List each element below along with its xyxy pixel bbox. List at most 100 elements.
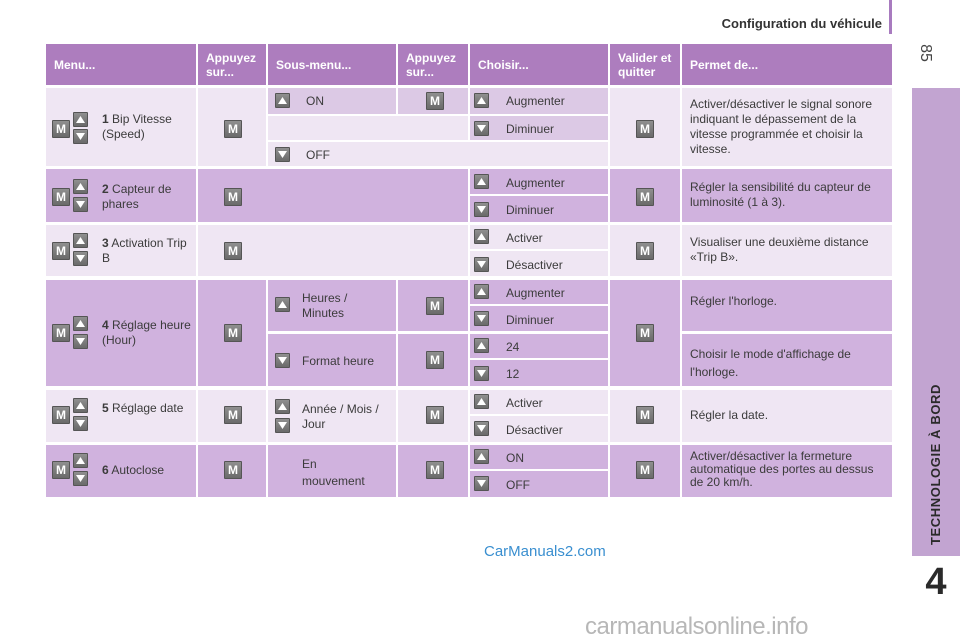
row5-choice-down-cell: [470, 416, 608, 442]
row6-description: Activer/désactiver la fermeture automati…: [682, 445, 892, 497]
up-arrow-icon: [73, 179, 88, 194]
row4-description-2: Choisir le mode d'affichage de l'horloge…: [682, 334, 892, 386]
down-arrow-icon: [474, 311, 489, 326]
up-arrow-icon: [73, 112, 88, 127]
row2-press-cell: [198, 169, 468, 222]
row1-choice-up-cell: [470, 88, 608, 114]
up-arrow-icon: [73, 398, 88, 413]
row4-menu-text: Réglage heure (Hour): [102, 318, 191, 347]
row6-choice-up-cell: [470, 445, 608, 469]
down-arrow-icon: [73, 251, 88, 266]
row2-menu-text: Capteur de phares: [102, 182, 172, 211]
m-key-icon: M: [426, 297, 444, 315]
down-arrow-icon: [73, 129, 88, 144]
row5-menu-text: Réglage date: [112, 401, 184, 415]
row4-menu-label: 4 Réglage heure (Hour): [102, 318, 194, 348]
header-divider: [889, 0, 892, 34]
row4-choice2-label: Diminuer: [506, 313, 555, 327]
m-key-icon: M: [224, 406, 242, 424]
row6-choice-down-label: OFF: [506, 478, 530, 492]
m-key-icon: M: [224, 324, 242, 342]
header-menu: Menu...: [46, 44, 196, 85]
settings-table: Menu... Appuyez sur... Sous-menu... Appu…: [46, 44, 892, 499]
header-press-1: Appuyez sur...: [198, 44, 266, 85]
row2-choice-down-label: Diminuer: [506, 203, 555, 217]
row4-description-1: Régler l'horloge.: [682, 280, 892, 331]
watermark-carmanuals2: CarManuals2.com: [484, 543, 606, 560]
row3-choice-up-label: Activer: [506, 231, 543, 245]
m-key-icon: M: [224, 461, 242, 479]
page-header-title: Configuration du véhicule: [721, 16, 882, 31]
up-arrow-icon: [474, 174, 489, 189]
up-arrow-icon: [474, 449, 489, 464]
m-key-icon: M: [52, 406, 70, 424]
row3-menu-label: 3 Activation Trip B: [102, 236, 194, 266]
row3-menu-cell: [46, 225, 196, 276]
m-key-icon: M: [224, 242, 242, 260]
m-key-icon: M: [426, 351, 444, 369]
down-arrow-icon: [275, 418, 290, 433]
chapter-side-band: [912, 88, 960, 556]
down-arrow-icon: [474, 476, 489, 491]
m-key-icon: M: [426, 461, 444, 479]
row4-choice3-cell: [470, 334, 608, 358]
row5-menu-cell: [46, 390, 196, 442]
row2-menu-cell: [46, 169, 196, 222]
row2-number: 2: [102, 182, 109, 196]
row5-sub-label: Année / Mois / Jour: [302, 402, 379, 431]
down-arrow-icon: [474, 121, 489, 136]
row4-choice1-label: Augmenter: [506, 286, 565, 300]
row2-choice-up-label: Augmenter: [506, 176, 565, 190]
row4-menu-cell: [46, 280, 196, 386]
row6-sub-cell: [268, 445, 396, 497]
up-arrow-icon: [275, 297, 290, 312]
row6-number: 6: [102, 463, 109, 477]
row1-menu-text: Bip Vitesse (Speed): [102, 112, 172, 141]
m-key-icon: M: [636, 188, 654, 206]
row5-choice-down-label: Désactiver: [506, 423, 563, 437]
row1-menu-label: 1 Bip Vitesse (Speed): [102, 112, 194, 142]
up-arrow-icon: [73, 316, 88, 331]
down-arrow-icon: [474, 202, 489, 217]
m-key-icon: M: [636, 242, 654, 260]
row1-menu-cell: [46, 88, 196, 166]
row1-sub-empty-cell: [268, 116, 468, 140]
row3-number: 3: [102, 236, 109, 250]
up-arrow-icon: [275, 93, 290, 108]
row4-sub2-label: Format heure: [302, 354, 375, 368]
up-arrow-icon: [474, 229, 489, 244]
m-key-icon: M: [426, 92, 444, 110]
row1-number: 1: [102, 112, 109, 126]
m-key-icon: M: [52, 461, 70, 479]
row5-sub-cell: [268, 390, 396, 442]
up-arrow-icon: [73, 233, 88, 248]
header-validate: Valider et quitter: [610, 44, 680, 85]
chapter-number: 4: [925, 561, 947, 603]
row1-description: Activer/désactiver le signal sonore indi…: [682, 88, 892, 166]
m-key-icon: M: [52, 242, 70, 260]
row5-menu-label: 5 Réglage date: [102, 401, 194, 416]
row2-choice-up-cell: [470, 169, 608, 194]
row2-choice-down-cell: [470, 196, 608, 222]
up-arrow-icon: [474, 338, 489, 353]
m-key-icon: M: [224, 188, 242, 206]
row4-choice1-cell: [470, 280, 608, 304]
row2-description: Régler la sensibilité du capteur de lumi…: [682, 169, 892, 222]
row3-choice-down-cell: [470, 251, 608, 276]
m-key-icon: M: [636, 120, 654, 138]
row1-choice-down-label: Diminuer: [506, 122, 555, 136]
row3-choice-up-cell: [470, 225, 608, 249]
row1-sub-on-label: ON: [306, 94, 324, 108]
down-arrow-icon: [474, 421, 489, 436]
header-submenu: Sous-menu...: [268, 44, 396, 85]
m-key-icon: M: [52, 324, 70, 342]
down-arrow-icon: [275, 353, 290, 368]
row1-sub-off-label: OFF: [306, 148, 330, 162]
down-arrow-icon: [73, 197, 88, 212]
up-arrow-icon: [474, 93, 489, 108]
page-number: 85: [917, 44, 934, 62]
m-key-icon: M: [636, 406, 654, 424]
m-key-icon: M: [426, 406, 444, 424]
row3-press-cell: [198, 225, 468, 276]
row3-menu-text: Activation Trip B: [102, 236, 187, 265]
